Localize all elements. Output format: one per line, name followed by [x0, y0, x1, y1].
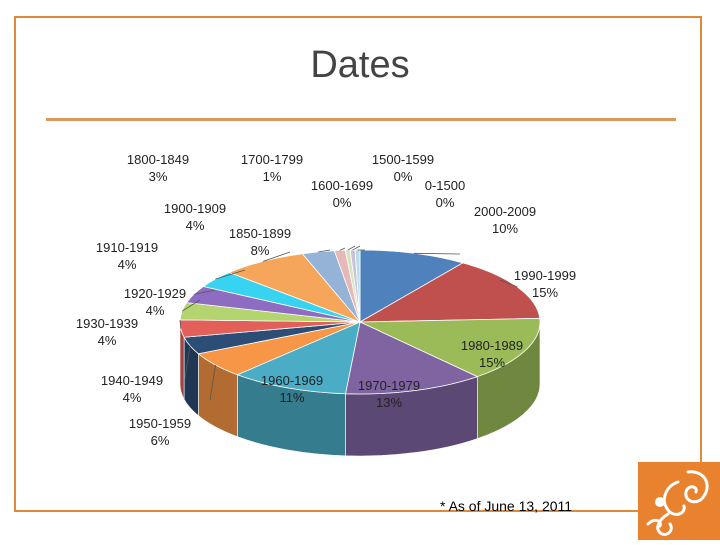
footnote: * As of June 13, 2011	[440, 498, 572, 514]
slice-pct-1930-1939: 4%	[98, 333, 117, 348]
slice-pct-1500-1599: 0%	[394, 169, 413, 184]
decorative-swirl-logo	[638, 462, 720, 540]
slice-label-1960-1969: 1960-1969	[261, 373, 323, 388]
slice-label-1920-1929: 1920-1929	[124, 286, 186, 301]
slice-pct-1950-1959: 6%	[151, 433, 170, 448]
slice-pct-1970-1979: 13%	[376, 395, 402, 410]
slice-label-1970-1979: 1970-1979	[358, 378, 420, 393]
slice-pct-1850-1899: 8%	[251, 243, 270, 258]
slice-pct-1960-1969: 11%	[279, 390, 304, 405]
slice-label-1600-1699: 1600-1699	[311, 178, 373, 193]
slice-pct-1900-1909: 4%	[186, 218, 205, 233]
slice-pct-1920-1929: 4%	[146, 303, 165, 318]
slice-pct-1600-1699: 0%	[333, 195, 352, 210]
slice-label-1700-1799: 1700-1799	[241, 152, 303, 167]
slice-label-1900-1909: 1900-1909	[164, 201, 226, 216]
slice-label-1940-1949: 1940-1949	[101, 373, 163, 388]
slice-pct-1910-1919: 4%	[118, 257, 137, 272]
slice-label-1910-1919: 1910-1919	[96, 240, 158, 255]
pie-top-layer	[180, 250, 540, 394]
slice-pct-0-1500: 0%	[436, 195, 455, 210]
slice-label-1990-1999: 1990-1999	[514, 268, 576, 283]
slice-pct-1980-1989: 15%	[479, 355, 505, 370]
slice-label-1800-1849: 1800-1849	[127, 152, 189, 167]
slice-pct-1990-1999: 15%	[532, 285, 558, 300]
slice-label-1850-1899: 1850-1899	[229, 226, 291, 241]
slice-label-1930-1939: 1930-1939	[76, 316, 138, 331]
slice-label-0-1500: 0-1500	[425, 178, 465, 193]
slice-label-1500-1599: 1500-1599	[372, 152, 434, 167]
swirl-logo-icon	[638, 462, 720, 540]
slice-pct-1700-1799: 1%	[263, 169, 282, 184]
slice-label-2000-2009: 2000-2009	[474, 204, 536, 219]
slice-label-1950-1959: 1950-1959	[129, 416, 191, 431]
slice-pct-2000-2009: 10%	[492, 221, 518, 236]
slice-pct-1940-1949: 4%	[123, 390, 142, 405]
slice-pct-1800-1849: 3%	[149, 169, 168, 184]
slice-label-1980-1989: 1980-1989	[461, 338, 523, 353]
